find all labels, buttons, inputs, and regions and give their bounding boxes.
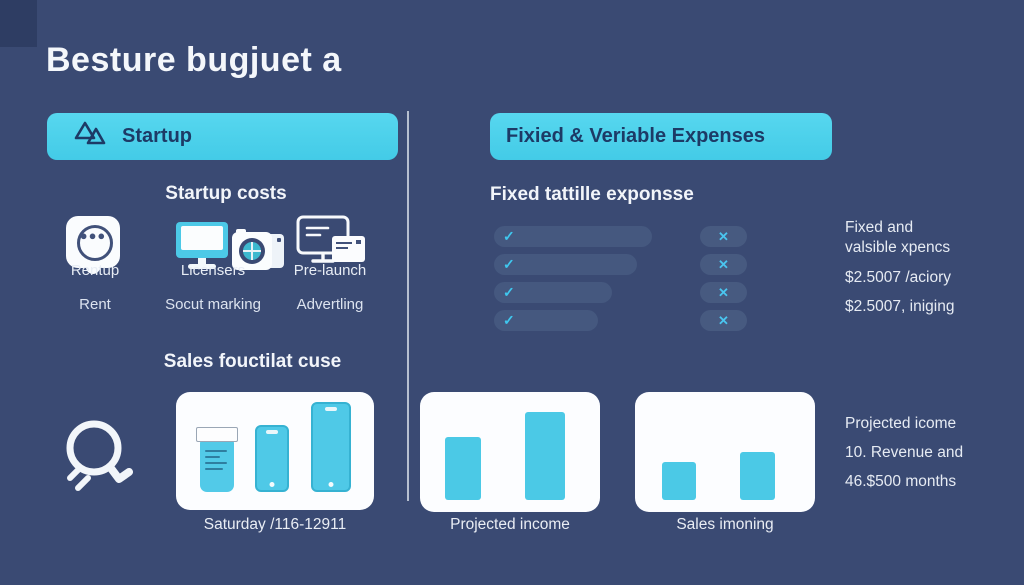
projected-income-chart: [420, 392, 600, 512]
x-icon: ✕: [718, 313, 729, 328]
chart-bar: [740, 452, 775, 500]
corner-accent-block: [0, 0, 37, 47]
monitor-icon: [176, 222, 228, 270]
expenses-banner: Fixied & Veriable Expenses: [490, 113, 832, 160]
monitor-mail-icon: [296, 214, 368, 279]
chat-document-icon: ●●●: [66, 216, 120, 274]
checklist-bar: ✓: [494, 254, 637, 275]
chat-dots: ●●●: [79, 228, 107, 243]
checklist-bar: ✓: [494, 226, 652, 247]
check-icon: ✓: [503, 284, 515, 300]
cost-item-subtitle: Rent: [79, 296, 111, 313]
cost-item-subtitle: Advertling: [296, 296, 364, 313]
sales-card-caption: Saturday /116-12911: [203, 516, 347, 533]
startup-banner: Startup: [47, 113, 398, 160]
x-icon: ✕: [718, 229, 729, 244]
expense-amount: $2.5007 /aciory: [845, 269, 951, 286]
chart-bar: [525, 412, 565, 500]
cost-item-title: Licensers: [180, 262, 246, 279]
income-note-line: Projected icome: [845, 415, 957, 432]
phone-icon-medium: [255, 425, 289, 492]
cost-item-title: Rentup: [70, 262, 120, 279]
x-pill: ✕: [700, 310, 747, 331]
jar-icon: [196, 427, 238, 492]
x-pill: ✕: [700, 226, 747, 247]
chart-bar: [662, 462, 696, 500]
expense-amount: $2.5007, iniging: [845, 298, 955, 315]
page-title: Besture bugjuet a: [46, 40, 342, 79]
chart-bar: [445, 437, 481, 500]
x-icon: ✕: [718, 257, 729, 272]
sales-growth-card: [176, 392, 374, 510]
sales-income-chart: [635, 392, 815, 512]
chat-tail: [86, 264, 100, 274]
checklist-bar: ✓: [494, 310, 598, 331]
cost-item-title: Pre-launch: [293, 262, 367, 279]
cost-item-subtitle: Socut marking: [165, 296, 261, 313]
fixed-expenses-heading: Fixed tattille exponsse: [490, 184, 694, 205]
x-pill: ✕: [700, 282, 747, 303]
camera-icon: [232, 228, 284, 272]
sales-heading: Sales fouctilat cuse: [163, 351, 342, 372]
expenses-banner-label: Fixied & Veriable Expenses: [506, 125, 766, 147]
phone-icon-tall: [311, 402, 351, 492]
check-icon: ✓: [503, 228, 515, 244]
chat-circle: [77, 225, 113, 261]
income-note-line: 10. Revenue and: [845, 444, 964, 461]
x-icon: ✕: [718, 285, 729, 300]
magnifier-icon: [56, 416, 136, 507]
sales-income-caption: Sales imoning: [676, 516, 774, 533]
column-divider: [407, 111, 409, 501]
income-note-line: 46.$500 months: [845, 473, 957, 490]
expense-note-line: Fixed and: [845, 219, 914, 236]
projected-income-caption: Projected income: [450, 516, 570, 533]
triangles-icon: [72, 120, 108, 154]
expense-note-line: valsible xpencs: [845, 239, 951, 256]
startup-banner-label: Startup: [122, 125, 192, 147]
check-icon: ✓: [503, 312, 515, 328]
check-icon: ✓: [503, 256, 515, 272]
startup-costs-heading: Startup costs: [165, 183, 287, 204]
checklist-bar: ✓: [494, 282, 612, 303]
x-pill: ✕: [700, 254, 747, 275]
